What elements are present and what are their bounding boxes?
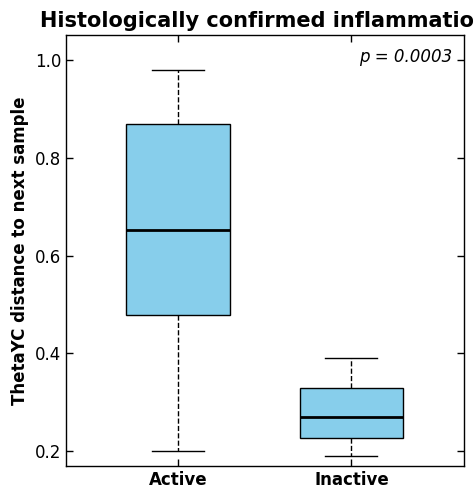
PathPatch shape	[126, 124, 230, 316]
PathPatch shape	[300, 388, 403, 438]
Text: p = 0.0003: p = 0.0003	[359, 48, 452, 66]
Y-axis label: ThetaYC distance to next sample: ThetaYC distance to next sample	[11, 96, 29, 405]
Title: Histologically confirmed inflammation: Histologically confirmed inflammation	[40, 11, 475, 31]
